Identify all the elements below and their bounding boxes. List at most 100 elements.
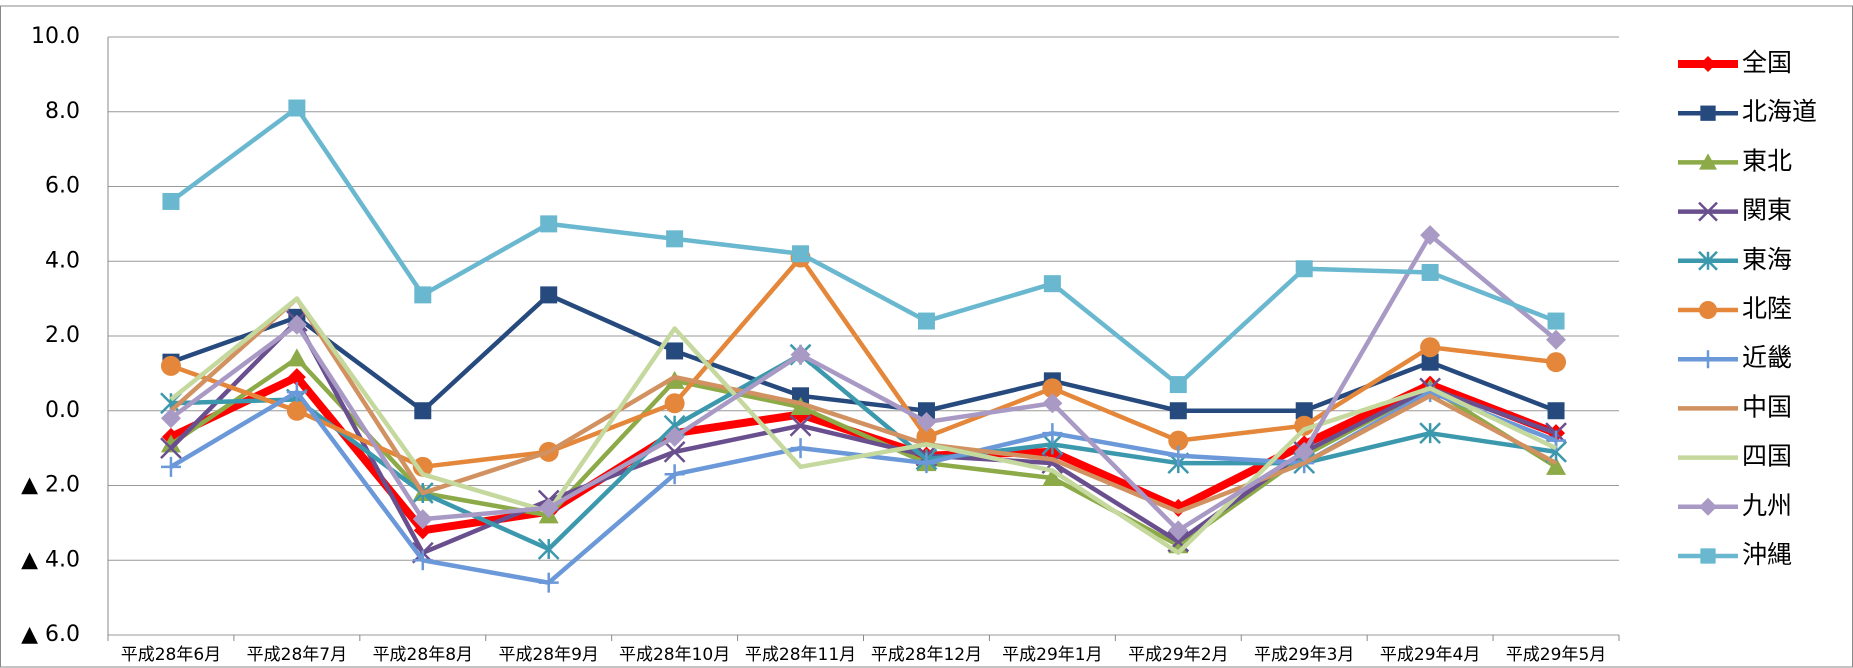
legend-label: 関東 <box>1742 196 1792 225</box>
line <box>170 292 1557 413</box>
marker <box>1546 352 1567 373</box>
marker <box>540 286 558 304</box>
series <box>160 225 1567 541</box>
x-tick-label: 平成28年12月 <box>871 645 982 665</box>
marker <box>1421 353 1439 371</box>
legend-label: 沖縄 <box>1742 540 1792 569</box>
marker <box>916 411 937 432</box>
line <box>169 232 1558 533</box>
marker <box>1294 441 1315 462</box>
line <box>169 318 1557 556</box>
marker <box>160 437 182 460</box>
marker <box>412 456 433 477</box>
marker <box>790 397 811 416</box>
marker <box>664 370 685 389</box>
marker <box>917 312 935 330</box>
line <box>169 296 1558 514</box>
marker <box>287 368 306 387</box>
line <box>169 105 1557 387</box>
legend-label: 北陸 <box>1742 294 1792 323</box>
marker <box>1294 415 1315 436</box>
marker <box>792 387 810 405</box>
marker <box>1042 378 1063 399</box>
marker <box>1421 263 1439 281</box>
marker <box>160 456 181 477</box>
marker <box>286 314 307 335</box>
marker <box>1295 402 1313 420</box>
marker <box>537 538 560 560</box>
legend-item: 関東 <box>1678 196 1792 225</box>
marker <box>1699 350 1717 369</box>
marker <box>162 192 180 210</box>
legend-item: 東海 <box>1678 245 1792 274</box>
legend-item: 近畿 <box>1678 343 1792 372</box>
marker <box>538 572 559 593</box>
legend-item: 九州 <box>1678 491 1792 520</box>
y-tick-label: ▲ 6.0 <box>21 622 80 647</box>
marker <box>790 344 811 365</box>
marker <box>1420 337 1441 358</box>
legend-label: 近畿 <box>1742 343 1792 372</box>
marker <box>288 99 306 117</box>
marker <box>666 230 684 248</box>
x-tick-label: 平成29年1月 <box>1002 645 1102 665</box>
marker <box>1169 402 1187 420</box>
x-tick-label: 平成28年8月 <box>373 645 473 665</box>
line <box>169 296 1558 556</box>
marker <box>1043 275 1061 293</box>
x-tick-label: 平成28年7月 <box>247 645 347 665</box>
marker <box>1169 498 1188 517</box>
y-tick-label: ▲ 2.0 <box>21 473 80 498</box>
marker <box>160 408 181 429</box>
legend-label: 東北 <box>1742 146 1792 175</box>
marker <box>664 393 685 414</box>
marker <box>1698 250 1718 271</box>
marker <box>1295 260 1313 278</box>
legend-label: 北海道 <box>1742 97 1817 126</box>
marker <box>1698 201 1718 222</box>
line <box>169 356 1558 548</box>
marker <box>538 497 559 518</box>
x-tick-label: 平成28年10月 <box>619 645 730 665</box>
x-tick-label: 平成28年9月 <box>498 645 598 665</box>
marker <box>1168 430 1189 451</box>
marker <box>664 464 685 485</box>
marker <box>1168 445 1189 466</box>
marker <box>792 245 810 263</box>
marker <box>1169 376 1187 394</box>
marker <box>412 550 433 571</box>
marker <box>1042 423 1063 444</box>
legend-item: 沖縄 <box>1678 540 1792 569</box>
marker <box>1168 520 1189 541</box>
legend-item: 全国 <box>1678 48 1792 77</box>
marker <box>413 521 432 540</box>
x-tick-label: 平成28年6月 <box>121 645 221 665</box>
y-tick-label: ▲ 4.0 <box>21 547 80 572</box>
marker <box>414 402 432 420</box>
marker <box>664 426 685 447</box>
legend-label: 東海 <box>1742 245 1792 274</box>
marker <box>790 438 811 459</box>
marker <box>286 400 307 421</box>
x-tick-label: 平成29年4月 <box>1380 645 1480 665</box>
marker <box>286 348 307 367</box>
marker <box>1547 312 1565 330</box>
legend-item: 四国 <box>1678 442 1792 471</box>
marker <box>1419 422 1442 445</box>
legend-item: 中国 <box>1678 392 1792 421</box>
x-tick-label: 平成29年2月 <box>1128 645 1228 665</box>
legend-label: 全国 <box>1742 48 1792 77</box>
x-tick-label: 平成29年5月 <box>1506 645 1606 665</box>
marker <box>412 509 433 530</box>
legend-item: 東北 <box>1678 146 1792 175</box>
legend-item: 北陸 <box>1678 294 1792 323</box>
marker <box>1700 548 1716 564</box>
marker <box>1699 153 1717 170</box>
legend-label: 四国 <box>1742 442 1792 471</box>
x-tick-label: 平成28年11月 <box>745 645 856 665</box>
y-tick-label: 2.0 <box>45 323 80 348</box>
marker <box>286 382 307 403</box>
legend-item: 北海道 <box>1678 97 1817 126</box>
